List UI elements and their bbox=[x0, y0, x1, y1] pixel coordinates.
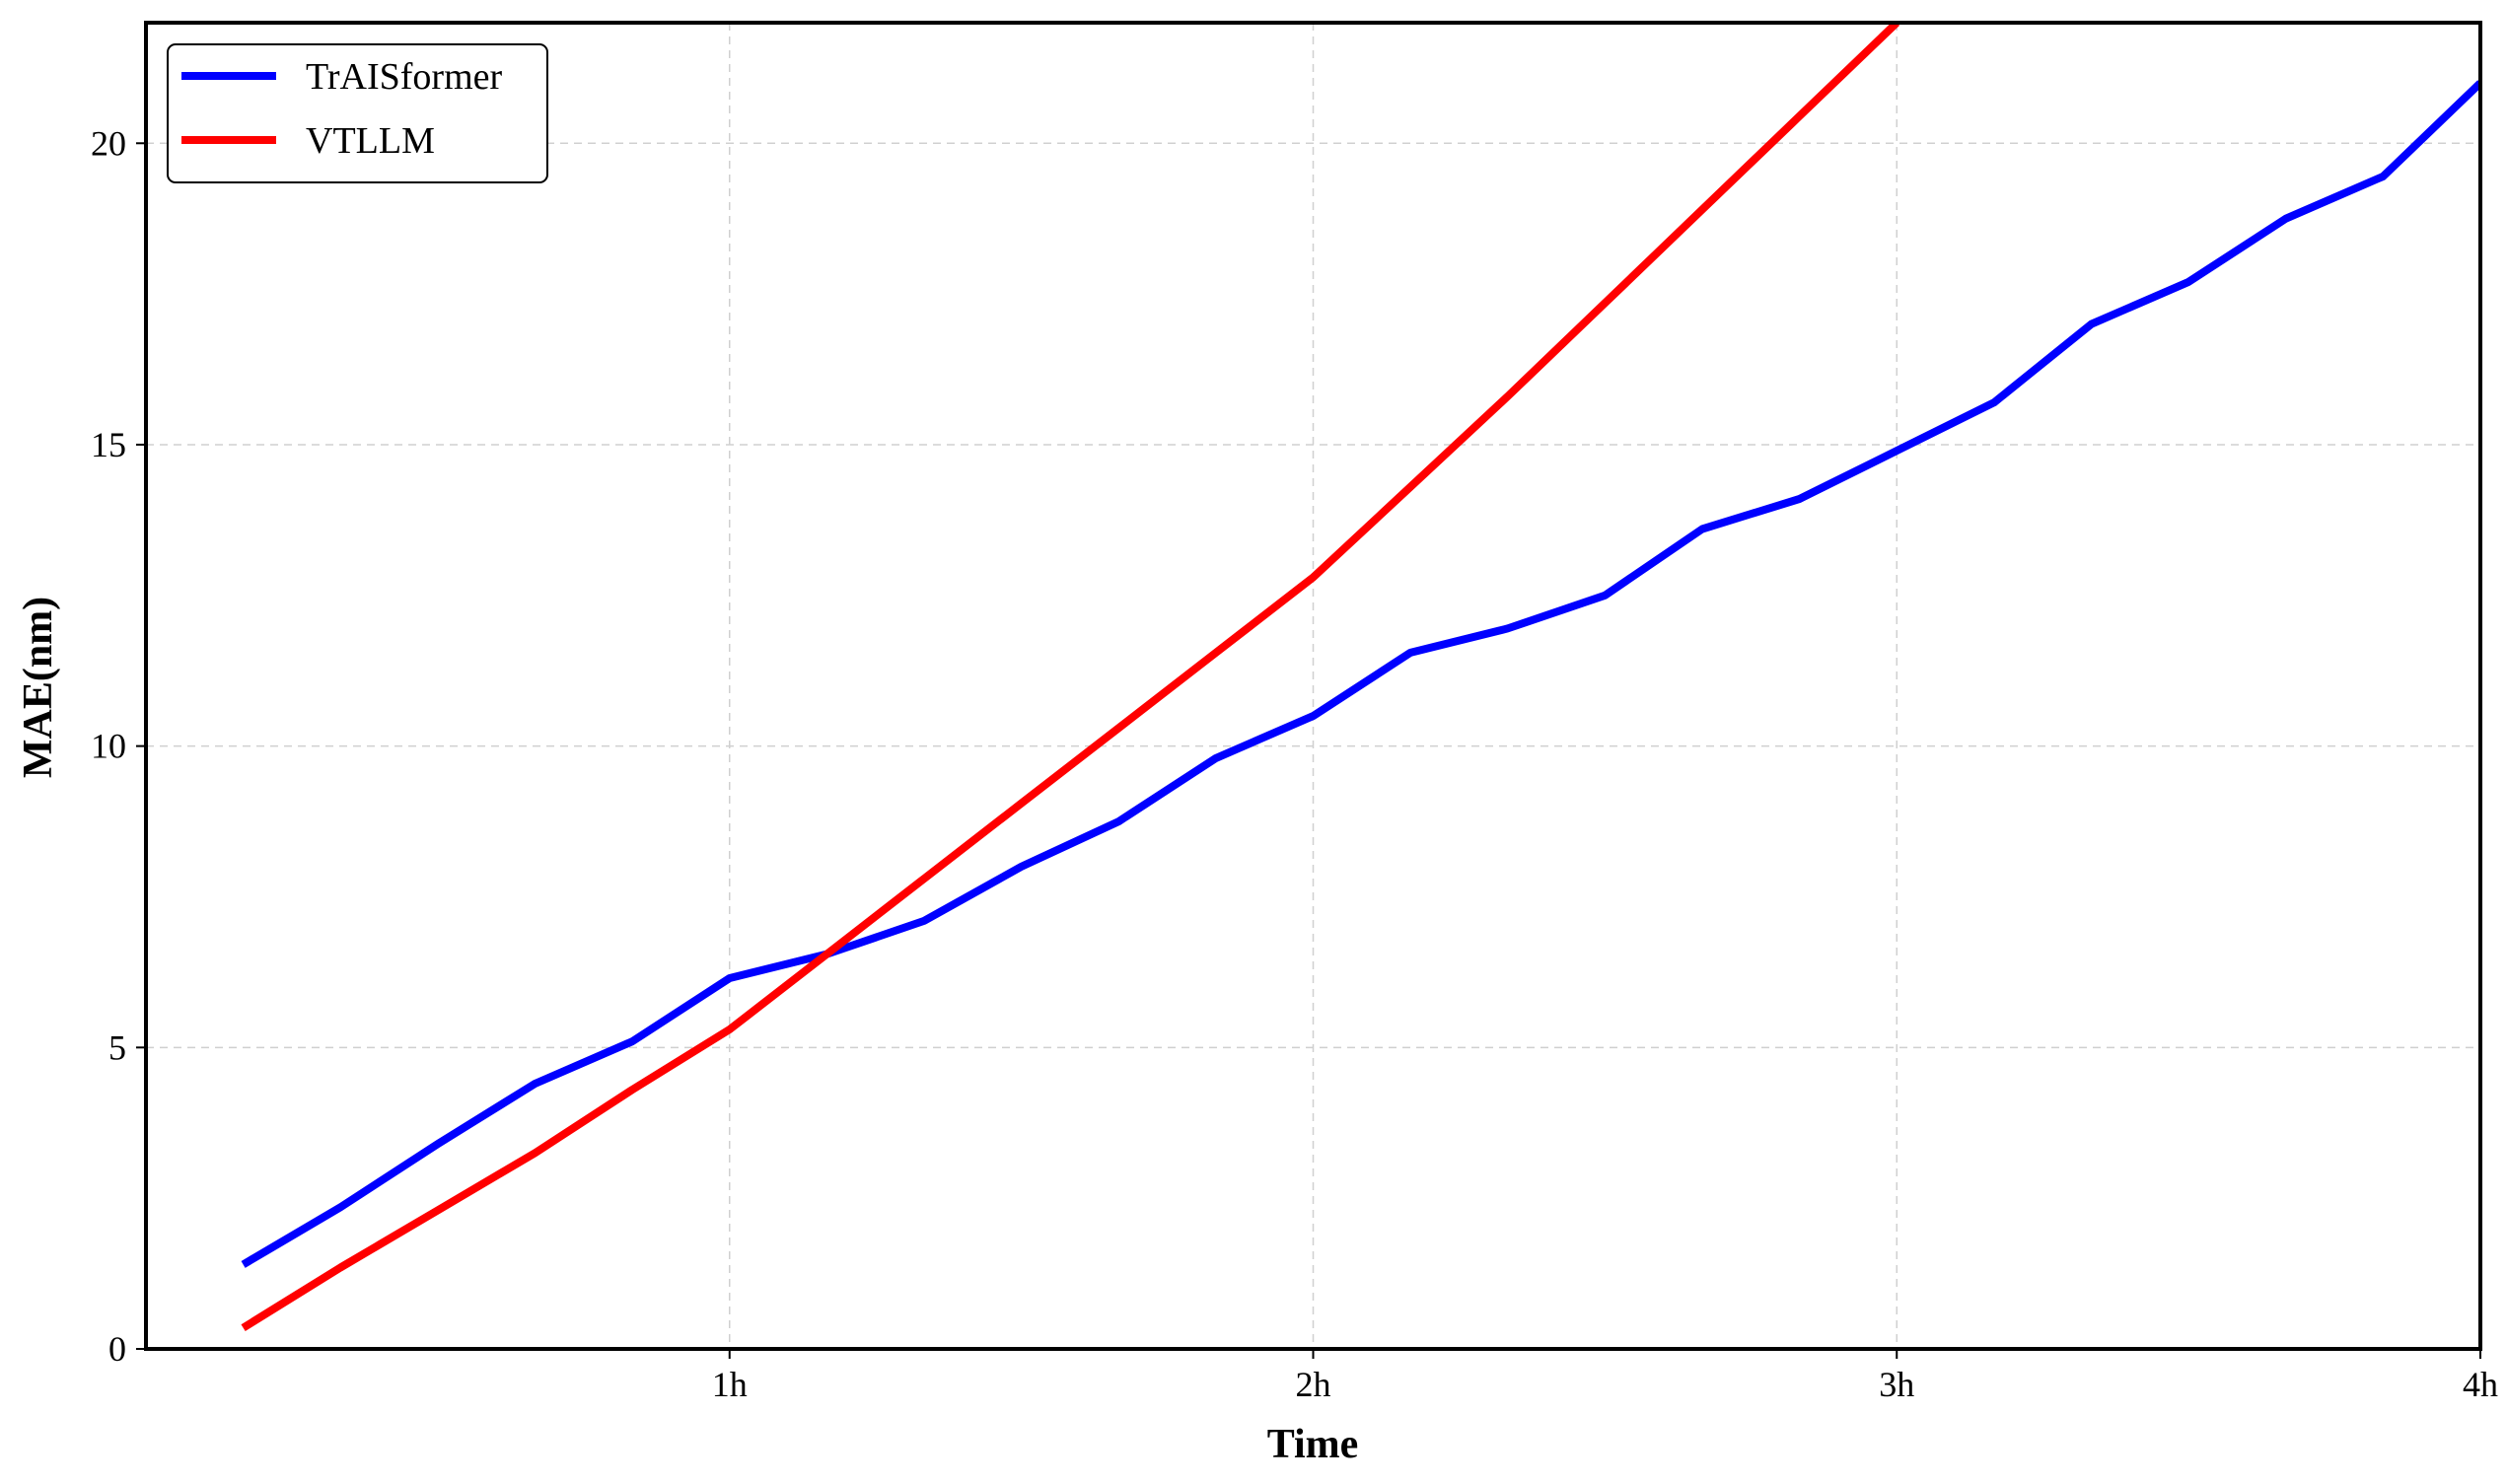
x-axis-label: Time bbox=[1267, 1422, 1359, 1467]
y-tick-label: 10 bbox=[91, 727, 126, 766]
series-line-vtllm bbox=[241, 23, 1900, 1332]
y-tick-label: 0 bbox=[108, 1329, 126, 1369]
x-tick-label: 1h bbox=[712, 1365, 748, 1404]
x-tick-label: 4h bbox=[2463, 1365, 2498, 1404]
grid-layer bbox=[146, 23, 2480, 1349]
y-tick-label: 5 bbox=[108, 1027, 126, 1067]
y-axis-label: MAE(nm) bbox=[16, 597, 61, 778]
tick-layer: 1h 2h 3h 4h 0 5 10 15 20 bbox=[91, 123, 2498, 1404]
x-tick-label: 3h bbox=[1879, 1365, 1914, 1404]
legend: TrAISformer VTLLM bbox=[167, 43, 548, 183]
y-tick-label: 20 bbox=[91, 123, 126, 163]
legend-label-vtllm: VTLLM bbox=[306, 120, 435, 162]
series-line-traisformer bbox=[241, 80, 2480, 1268]
series-layer bbox=[241, 23, 2480, 1332]
x-tick-label: 2h bbox=[1296, 1365, 1331, 1404]
y-tick-label: 15 bbox=[91, 425, 126, 464]
legend-label-traisformer: TrAISformer bbox=[306, 56, 502, 98]
